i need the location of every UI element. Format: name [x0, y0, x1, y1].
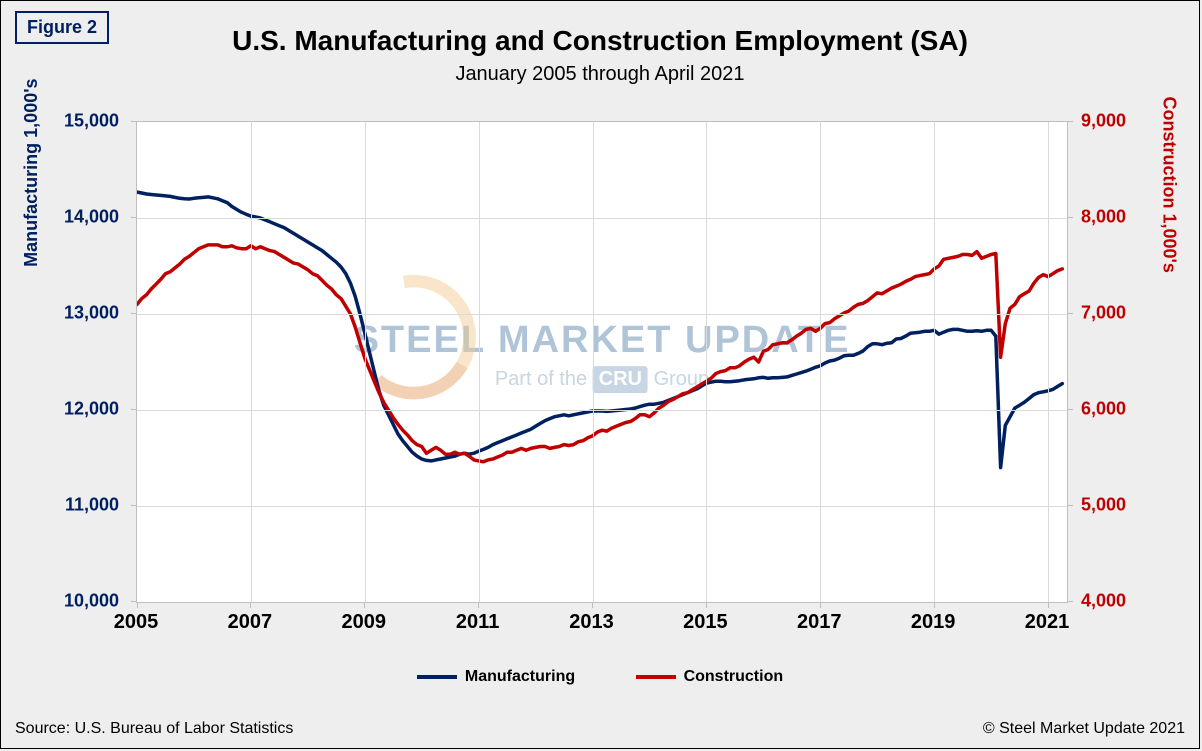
series-construction: [137, 245, 1062, 462]
chart-title: U.S. Manufacturing and Construction Empl…: [1, 25, 1199, 57]
legend-swatch-manufacturing: [417, 675, 457, 679]
legend: Manufacturing Construction: [1, 666, 1199, 686]
legend-item-construction: Construction: [636, 668, 784, 686]
data-lines: [137, 122, 1067, 602]
legend-label-manufacturing: Manufacturing: [465, 668, 575, 686]
chart-subtitle: January 2005 through April 2021: [1, 63, 1199, 86]
legend-swatch-construction: [636, 675, 676, 679]
legend-item-manufacturing: Manufacturing: [417, 668, 575, 686]
y-left-tick-labels: 10,00011,00012,00013,00014,00015,000: [1, 121, 131, 601]
y-right-tick-labels: 4,0005,0006,0007,0008,0009,000: [1069, 121, 1199, 601]
chart-figure: Figure 2 U.S. Manufacturing and Construc…: [0, 0, 1200, 749]
legend-label-construction: Construction: [684, 668, 784, 686]
source-text: Source: U.S. Bureau of Labor Statistics: [15, 720, 293, 738]
series-manufacturing: [137, 192, 1062, 468]
plot-area: STEEL MARKET UPDATE Part of the CRU Grou…: [136, 121, 1068, 603]
copyright-text: © Steel Market Update 2021: [983, 720, 1185, 738]
